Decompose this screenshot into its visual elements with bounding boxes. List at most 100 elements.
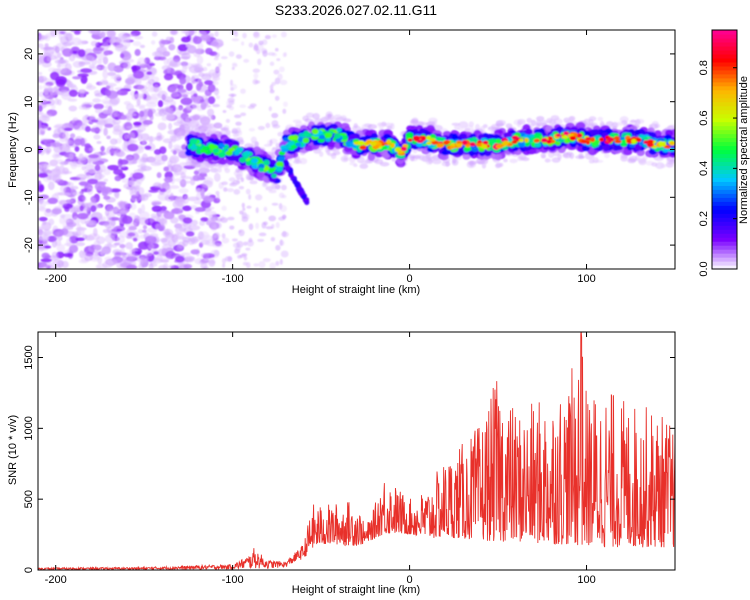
spectrogram-blob [129, 203, 137, 211]
spectrogram-blob [108, 66, 117, 71]
spectrogram-blob [217, 63, 222, 68]
spectrogram-blob [188, 225, 201, 231]
spectrogram-blob [84, 163, 95, 171]
spectrogram-blob [204, 164, 209, 172]
spectrogram-blob [182, 64, 187, 74]
spectrogram-blob [104, 123, 114, 128]
spectrogram-blob [360, 160, 370, 165]
spectrogram-blob [287, 140, 295, 146]
colorbar-tick-label: 0.2 [698, 211, 710, 226]
spectrogram-blob [292, 119, 302, 123]
spectrogram-blob [123, 84, 132, 90]
spectrogram-blob [660, 164, 667, 168]
spectrogram-blob [88, 147, 96, 152]
spectrogram-blob [96, 52, 105, 61]
spectrogram-blob [416, 139, 424, 143]
spectrogram-blob [94, 107, 103, 114]
colorbar-tick-label: 0.8 [698, 60, 710, 75]
spectrogram-blob [245, 247, 251, 251]
spectrogram-blob [72, 76, 82, 80]
spectrogram-blob [613, 136, 621, 141]
spectrogram-blob [163, 211, 175, 220]
spectrogram-blob [159, 257, 172, 261]
colorbar-cell [712, 125, 737, 131]
spectrogram-blob [144, 145, 152, 150]
spectrogram-blob [234, 114, 242, 119]
spectrogram-blob [52, 45, 59, 51]
spectrogram-blob [176, 116, 184, 125]
spectrogram-blob [200, 262, 208, 269]
spectrogram-blob [279, 239, 285, 247]
spectrogram-blob [367, 124, 378, 130]
spectrogram-blob [369, 141, 377, 146]
spectrogram-blob [263, 221, 268, 226]
spectrogram-blob [255, 207, 259, 214]
spectrogram-blob [38, 164, 43, 172]
spectrogram-blob [257, 125, 265, 131]
spectrogram-blob [131, 194, 142, 202]
spectrogram-blob [66, 81, 74, 88]
colorbar-cell [712, 141, 737, 147]
spectrogram-blob [270, 237, 276, 242]
snr-x-tick-label: 0 [407, 574, 413, 586]
spectrogram-blob [253, 72, 259, 79]
spectrogram-blob [563, 131, 570, 136]
spectrogram-blob [159, 237, 168, 243]
spectrogram-blob [61, 260, 69, 269]
spectrogram-blob [213, 249, 220, 257]
spectrogram-blob [224, 167, 231, 174]
spectrogram-blob [146, 71, 153, 76]
spectrogram-blob [555, 133, 561, 137]
spectrogram-blob [79, 89, 85, 98]
spectrogram-blob [495, 162, 503, 168]
spectrogram-blob [252, 78, 259, 85]
spectrogram-blob [221, 181, 228, 186]
spectrogram-blob [324, 132, 333, 139]
colorbar-cell [712, 89, 737, 95]
spectrogram-blob [276, 161, 284, 167]
spectrogram-blob [50, 30, 57, 37]
colorbar-cell [712, 45, 737, 51]
spectrogram-blob [162, 228, 174, 238]
spectrogram-blob [176, 167, 187, 175]
spectrogram-blob [268, 168, 275, 173]
spectrogram-blob [282, 108, 287, 114]
colorbar-cell [712, 257, 737, 262]
spectrogram-blob [150, 40, 156, 45]
colorbar-cell [712, 49, 737, 55]
spectrogram-blob [214, 52, 220, 58]
spectrogram-blob [54, 192, 64, 196]
spectrogram-blob [631, 138, 637, 144]
spectrogram-blob [213, 56, 219, 61]
spectrogram-x-tick-label: -200 [45, 273, 67, 285]
spectrogram-blob [75, 237, 85, 242]
spectrogram-blob [248, 194, 252, 200]
spectrogram-blob [405, 132, 414, 138]
spectrogram-blob [105, 85, 111, 90]
colorbar-cell [712, 177, 737, 182]
spectrogram-blob [319, 151, 324, 157]
spectrogram-blob [271, 81, 277, 86]
spectrogram-blob [658, 141, 664, 146]
spectrogram-blob [187, 45, 197, 54]
spectrogram-blob [96, 30, 101, 36]
spectrogram-blob [630, 119, 637, 123]
spectrogram-blob [212, 71, 220, 79]
spectrogram-blob [196, 55, 204, 65]
spectrogram-blob [189, 138, 198, 144]
spectrogram-blob [151, 31, 158, 37]
spectrogram-blob [301, 194, 307, 200]
spectrogram-blob [86, 160, 92, 164]
spectrogram-blob [261, 39, 268, 46]
spectrogram-blob [77, 212, 89, 220]
spectrogram-blob [93, 103, 104, 110]
spectrogram-blob [333, 132, 341, 139]
spectrogram-blob [169, 30, 179, 36]
spectrogram-blob [51, 208, 62, 215]
spectrogram-blob [557, 137, 565, 143]
colorbar-cell [712, 229, 737, 234]
spectrogram-x-label: Height of straight line (km) [292, 284, 420, 296]
colorbar-cell [712, 221, 737, 226]
snr-x-tick-label: -100 [222, 574, 244, 586]
